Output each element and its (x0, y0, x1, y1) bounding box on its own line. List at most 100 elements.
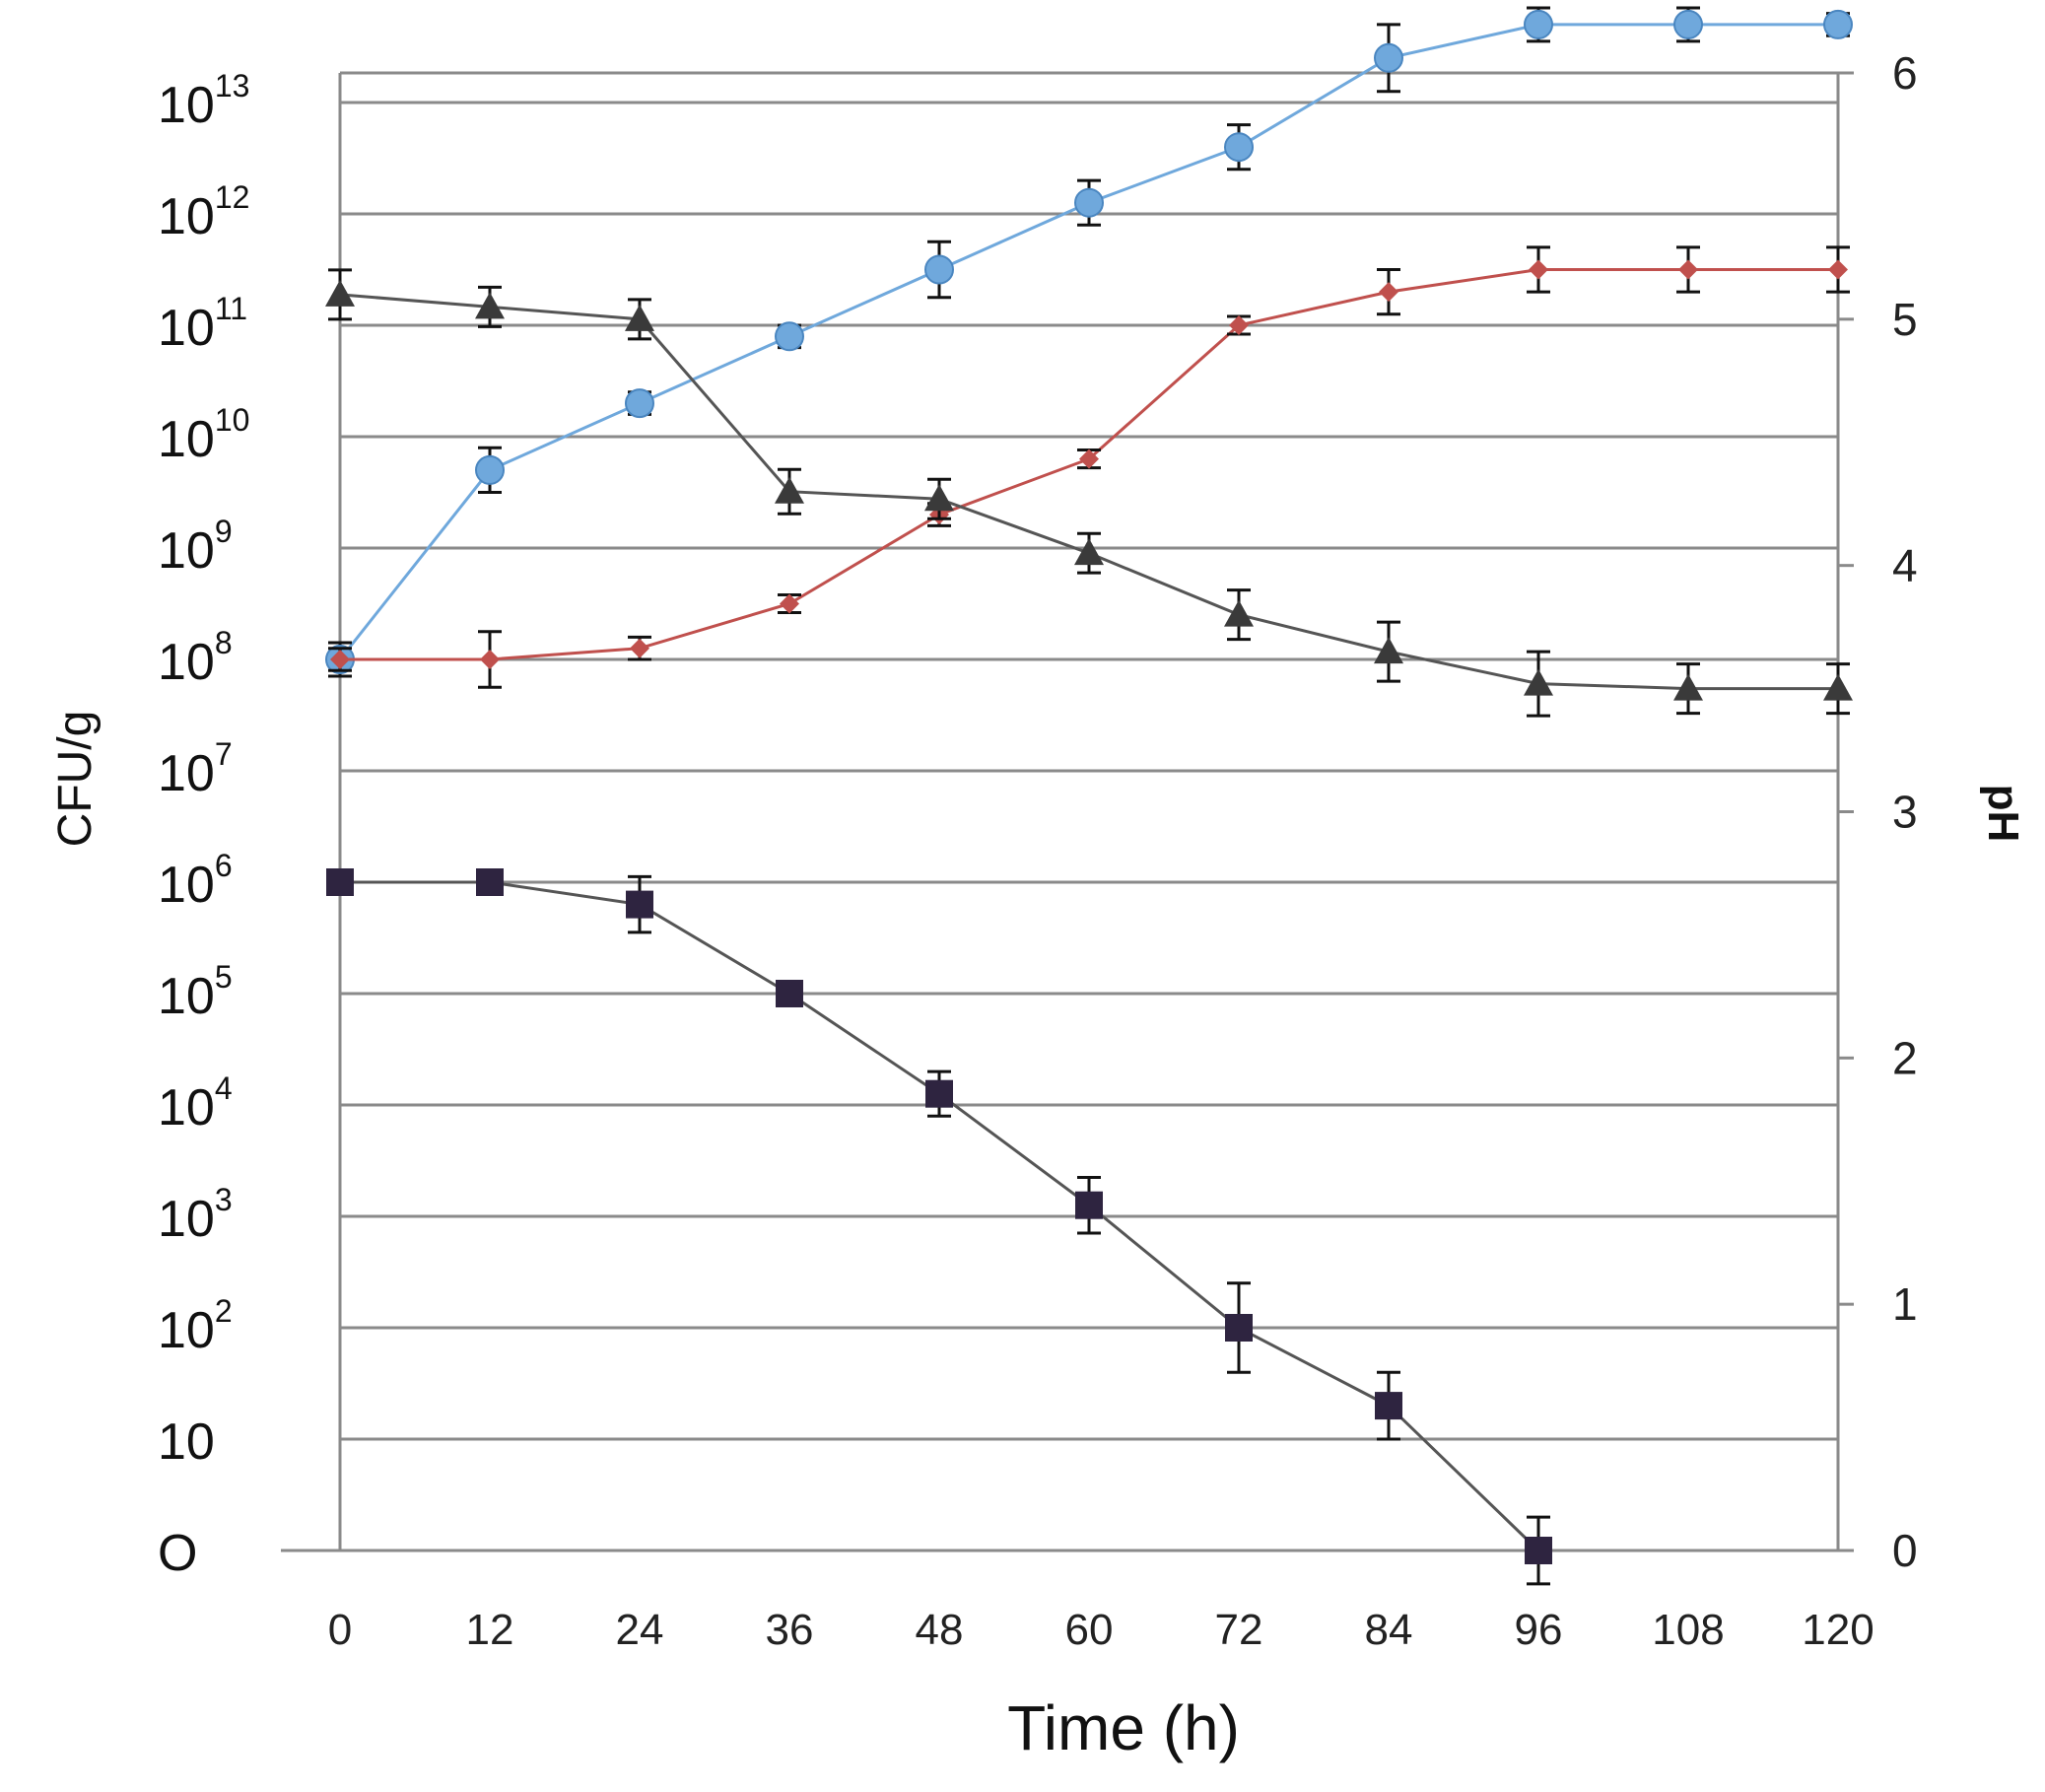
x-tick-label: 72 (1215, 1606, 1263, 1654)
left-tick-base: 10 (158, 1413, 215, 1471)
plot-frame (281, 71, 1854, 1552)
x-tick-label: 48 (916, 1606, 964, 1654)
data-point (1079, 448, 1099, 469)
series-black-triangles-pH (325, 268, 1853, 718)
x-tick-label: 120 (1802, 1606, 1874, 1654)
x-tick-label: 60 (1065, 1606, 1114, 1654)
left-tick-exp: 3 (215, 1182, 233, 1217)
data-point (1374, 637, 1403, 664)
x-tick-label: 0 (328, 1606, 352, 1654)
data-point (1074, 187, 1104, 218)
left-tick-base: 10 (158, 1302, 215, 1359)
data-point (1074, 538, 1104, 566)
x-axis: 0 12 24 36 48 60 72 84 96 108 120 (328, 1606, 1875, 1654)
left-tick-base: 10 (158, 411, 215, 468)
data-point (775, 476, 804, 504)
grid (340, 71, 1838, 1441)
data-point (1673, 673, 1703, 701)
data-point (475, 292, 505, 319)
data-point (1375, 1392, 1402, 1420)
left-tick-label: 1013 (158, 68, 249, 134)
left-tick-base: 10 (158, 188, 215, 245)
data-point (1224, 599, 1254, 627)
x-tick-label: 12 (466, 1606, 514, 1654)
y-axis-title: CFU/g (49, 711, 102, 848)
right-tick-label: 2 (1892, 1032, 1918, 1083)
data-point (925, 1079, 953, 1108)
data-point (1823, 673, 1853, 701)
x-axis-title: Time (h) (1007, 1692, 1240, 1763)
left-tick-base: 10 (158, 968, 215, 1025)
left-tick-label: 103 (158, 1182, 233, 1248)
data-point (1828, 259, 1848, 280)
left-tick-exp: 5 (215, 959, 233, 995)
left-tick-base: 10 (158, 300, 215, 357)
right-axis: 0 1 2 3 4 5 6 (1892, 47, 1918, 1576)
data-point (625, 388, 654, 419)
data-point (626, 890, 653, 919)
data-point (1225, 1314, 1253, 1342)
data-point (326, 868, 354, 896)
left-tick-label: 1012 (158, 179, 249, 245)
left-tick-exp: 11 (215, 291, 247, 326)
x-tick-label: 96 (1515, 1606, 1563, 1654)
left-tick-base: 10 (158, 1079, 215, 1137)
y2-axis-title: pH (1979, 785, 2027, 843)
data-point (1524, 9, 1553, 39)
left-tick-label: 105 (158, 959, 233, 1025)
data-point (924, 484, 954, 512)
left-tick-exp: 13 (215, 68, 250, 103)
left-tick-label: 108 (158, 625, 233, 691)
data-point (1224, 132, 1254, 163)
left-axis: O101021031041051061071081091010101110121… (158, 68, 249, 1582)
x-tick-label: 36 (766, 1606, 814, 1654)
data-point (1374, 42, 1403, 73)
left-tick-label: 104 (158, 1070, 233, 1137)
left-tick-exp: 7 (215, 736, 233, 772)
data-point (330, 650, 350, 669)
data-point (1229, 315, 1249, 335)
left-tick-label: O (158, 1525, 197, 1582)
x-tick-label: 24 (616, 1606, 664, 1654)
data-point (480, 650, 500, 669)
left-tick-label: 107 (158, 736, 233, 802)
data-point (780, 593, 799, 614)
left-tick-label: 106 (158, 848, 233, 914)
left-tick-label: 102 (158, 1293, 233, 1359)
left-tick-label: 1010 (158, 402, 249, 468)
data-point (1525, 1537, 1552, 1564)
right-tick-label: 5 (1892, 294, 1918, 345)
left-tick-exp: 12 (215, 179, 250, 215)
left-tick-base: 10 (158, 634, 215, 691)
right-tick-label: 0 (1892, 1525, 1918, 1576)
data-point (1379, 282, 1398, 303)
series-blue-circles (325, 6, 1853, 678)
data-point (1823, 9, 1853, 39)
left-tick-base: 10 (158, 857, 215, 914)
left-tick-label: 10 (158, 1413, 215, 1471)
data-point (630, 638, 649, 658)
series (325, 6, 1853, 1586)
left-tick-exp: 9 (215, 514, 233, 549)
left-tick-base: O (158, 1525, 197, 1582)
right-tick-label: 6 (1892, 47, 1918, 99)
series-dark-squares (326, 868, 1552, 1586)
left-tick-exp: 6 (215, 848, 233, 883)
right-tick-label: 4 (1892, 540, 1918, 591)
left-tick-base: 10 (158, 77, 215, 134)
data-point (476, 868, 504, 896)
data-point (1529, 259, 1548, 280)
x-tick-label: 84 (1365, 1606, 1413, 1654)
left-tick-exp: 2 (215, 1293, 233, 1329)
data-point (1075, 1191, 1103, 1219)
data-point (625, 304, 654, 331)
data-point (924, 254, 954, 285)
series-line (339, 293, 1838, 691)
left-tick-base: 10 (158, 1191, 215, 1248)
left-tick-label: 1011 (158, 291, 247, 357)
data-point (325, 279, 355, 307)
left-tick-exp: 8 (215, 625, 233, 660)
data-point (475, 454, 505, 485)
data-point (1673, 9, 1703, 39)
